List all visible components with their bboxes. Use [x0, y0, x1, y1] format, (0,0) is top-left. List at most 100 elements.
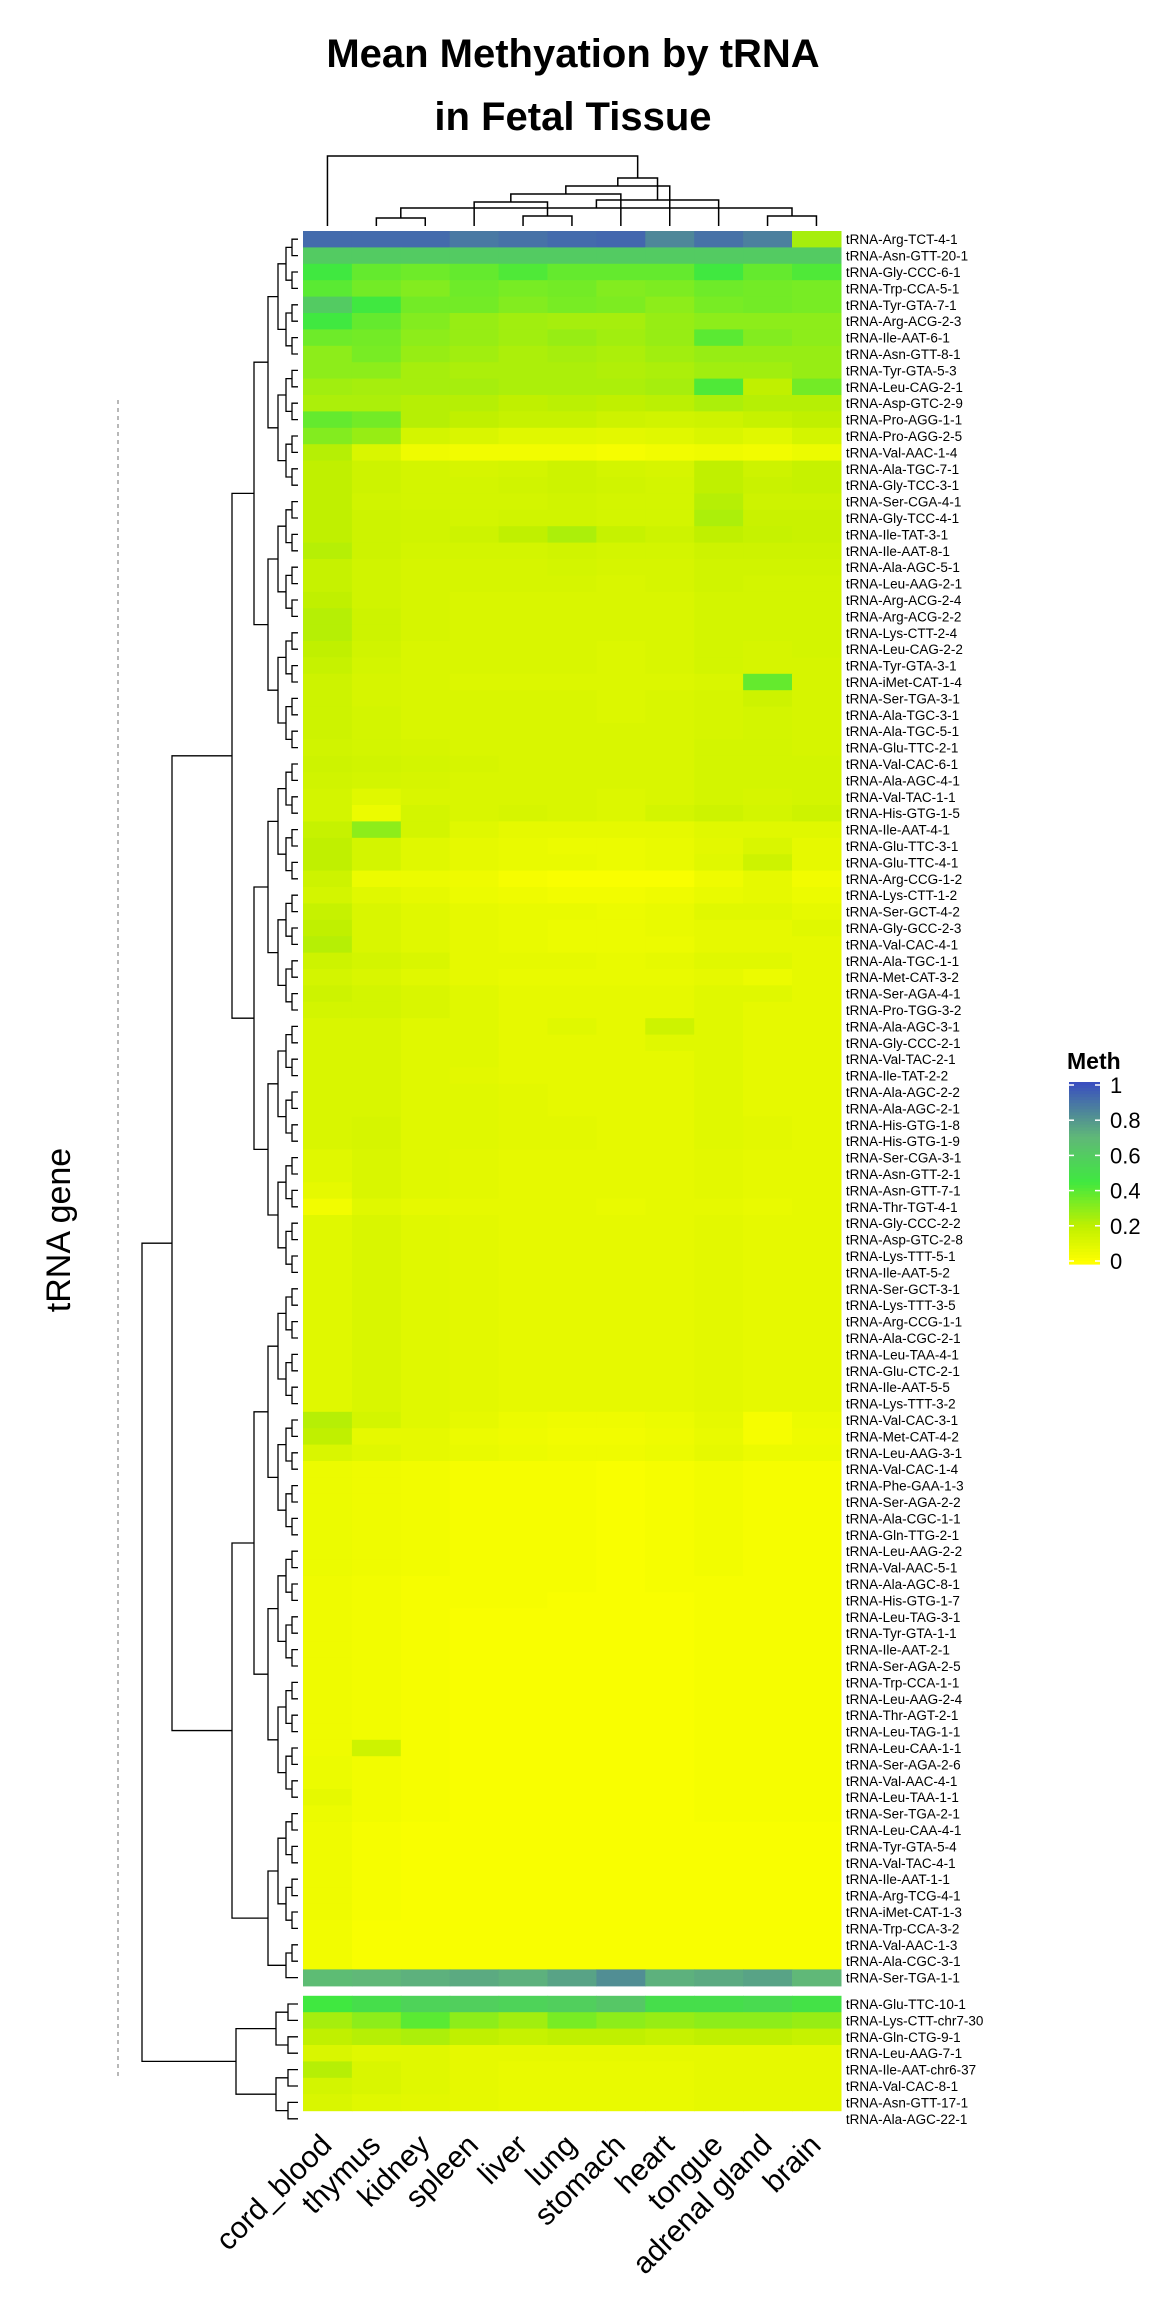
heatmap-cell — [400, 837, 451, 855]
row-dendrogram-branch — [285, 1689, 292, 1725]
heatmap-cell — [547, 1116, 597, 1134]
chart-title-line-2: in Fetal Tissue — [434, 95, 711, 139]
heatmap-cell — [547, 1411, 597, 1429]
heatmap-cell — [645, 641, 695, 658]
heatmap-cell — [449, 526, 500, 544]
heatmap-cell — [547, 739, 597, 757]
row-dendrogram-branch — [277, 394, 286, 462]
heatmap-cell — [449, 378, 500, 396]
heatmap-cell — [694, 1526, 744, 1544]
heatmap-cell — [400, 2061, 451, 2079]
heatmap-cell — [694, 1461, 744, 1478]
heatmap-cell — [743, 444, 793, 462]
heatmap-cell — [351, 1313, 402, 1331]
heatmap-cell — [743, 1936, 793, 1954]
heatmap-cell — [400, 296, 451, 314]
heatmap-cell — [303, 1215, 353, 1232]
heatmap-cell — [547, 345, 597, 363]
row-dendrogram-branch — [291, 796, 298, 814]
heatmap-cell — [596, 1165, 646, 1183]
heatmap-cell — [498, 936, 549, 954]
row-label: tRNA-Ile-AAT-1-1 — [846, 1872, 950, 1887]
heatmap-cell — [303, 739, 353, 757]
heatmap-cell — [449, 509, 500, 527]
heatmap-cell — [400, 870, 451, 888]
legend-gradient-step — [1069, 1118, 1100, 1123]
heatmap-cell — [596, 493, 646, 511]
heatmap-cell — [743, 1182, 793, 1200]
heatmap-cell — [547, 1428, 597, 1446]
row-label: tRNA-His-GTG-1-5 — [846, 806, 960, 821]
heatmap-cell — [645, 919, 695, 937]
heatmap-cell — [449, 985, 500, 1003]
heatmap-cell — [498, 1953, 549, 1970]
heatmap-cell — [351, 1395, 402, 1413]
heatmap-cell — [596, 1805, 646, 1823]
heatmap-cell — [743, 723, 793, 740]
heatmap-cell — [645, 772, 695, 790]
heatmap-cell — [743, 1165, 793, 1183]
heatmap-cell — [645, 1477, 695, 1495]
heatmap-cell — [792, 1083, 842, 1101]
heatmap-cell — [449, 1247, 500, 1265]
row-dendrogram-branch — [291, 1484, 298, 1503]
heatmap-cell — [400, 427, 451, 445]
row-label: tRNA-Gly-GCC-2-3 — [846, 921, 962, 936]
heatmap-cell — [792, 624, 842, 642]
heatmap-cell — [400, 706, 451, 724]
heatmap-cell — [792, 1674, 842, 1692]
heatmap-cell — [547, 1641, 597, 1659]
heatmap-cell — [351, 1969, 402, 1987]
heatmap-cell — [351, 296, 402, 314]
heatmap-cell — [743, 1379, 793, 1396]
heatmap-cell — [743, 805, 793, 822]
row-dendrogram-branch — [285, 837, 292, 872]
heatmap-cell — [400, 362, 451, 380]
heatmap-cell — [596, 1215, 646, 1232]
heatmap-cell — [645, 1264, 695, 1282]
row-label: tRNA-Gly-CCC-2-1 — [846, 1036, 961, 1051]
heatmap-cell — [449, 1887, 500, 1905]
row-label: tRNA-Trp-CCA-3-2 — [846, 1921, 960, 1936]
heatmap-cell — [449, 673, 500, 691]
heatmap-cell — [596, 1067, 646, 1085]
heatmap-cell — [449, 1280, 500, 1298]
heatmap-cell — [400, 1772, 451, 1790]
heatmap-cell — [547, 477, 597, 494]
heatmap-cell — [351, 1100, 402, 1118]
row-label: tRNA-Lys-CTT-1-2 — [846, 888, 957, 903]
heatmap-cell — [547, 854, 597, 872]
heatmap-cell — [792, 1444, 842, 1462]
row-dendrogram-branch — [275, 2077, 288, 2112]
heatmap-cell — [596, 1182, 646, 1200]
heatmap-cell — [792, 1280, 842, 1298]
row-dendrogram-branch — [267, 820, 278, 954]
heatmap-cell — [351, 1329, 402, 1347]
heatmap-cell — [792, 1116, 842, 1134]
heatmap-cell — [303, 788, 353, 806]
heatmap-cell — [400, 1871, 451, 1888]
row-label: tRNA-Ser-TGA-3-1 — [846, 691, 960, 706]
heatmap-cell — [400, 969, 451, 986]
heatmap-cell — [792, 460, 842, 478]
heatmap-cell — [792, 805, 842, 822]
heatmap-cell — [303, 1641, 353, 1659]
heatmap-cell — [498, 1575, 549, 1593]
heatmap-cell — [596, 1493, 646, 1511]
heatmap-cell — [694, 1887, 744, 1905]
heatmap-cell — [694, 1756, 744, 1774]
heatmap-cell — [792, 1034, 842, 1052]
heatmap-cell — [547, 444, 597, 462]
heatmap-cell — [743, 1821, 793, 1839]
heatmap-cell — [792, 1641, 842, 1659]
row-dendrogram-branch — [291, 336, 298, 355]
heatmap-cell — [303, 1789, 353, 1806]
heatmap-cell — [351, 1083, 402, 1101]
heatmap-cell — [694, 1280, 744, 1298]
heatmap-cell — [743, 1969, 793, 1987]
heatmap-cell — [498, 493, 549, 511]
heatmap-cell — [303, 1477, 353, 1495]
y-axis-title: tRNA gene — [40, 1148, 78, 1312]
row-label: tRNA-Leu-AAG-7-1 — [846, 2046, 962, 2061]
legend-gradient-step — [1069, 1233, 1100, 1238]
